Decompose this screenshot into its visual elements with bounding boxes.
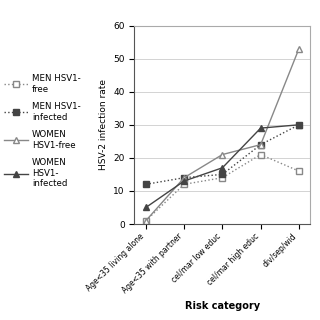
Legend: MEN HSV1-
free, MEN HSV1-
infected, WOMEN
HSV1-free, WOMEN
HSV1-
infected: MEN HSV1- free, MEN HSV1- infected, WOME…	[4, 74, 81, 188]
X-axis label: Risk category: Risk category	[185, 301, 260, 311]
Y-axis label: HSV-2 infection rate: HSV-2 infection rate	[99, 79, 108, 170]
